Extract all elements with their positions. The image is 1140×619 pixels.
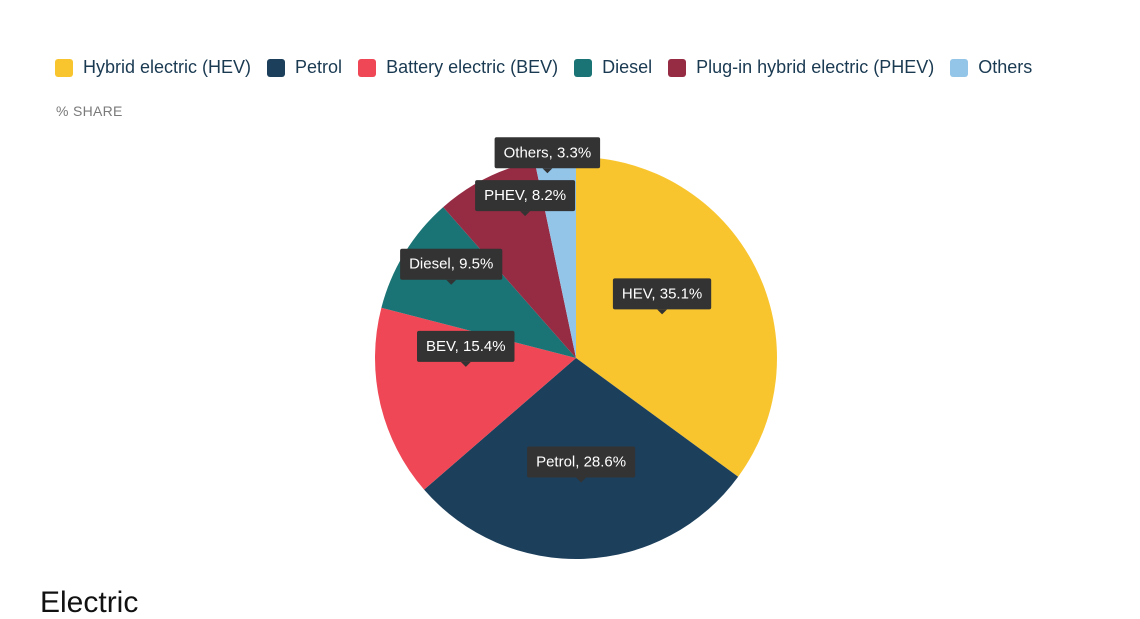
data-label-petrol: Petrol, 28.6% [527,446,636,483]
pie-data-labels: HEV, 35.1% Petrol, 28.6% BEV, 15.4% Diesel,… [400,137,712,483]
legend-label-hev: Hybrid electric (HEV) [83,57,252,77]
data-label-text-bev: BEV, 15.4% [426,338,506,355]
legend-item-petrol[interactable]: Petrol [267,57,342,78]
legend-item-diesel[interactable]: Diesel [574,57,652,78]
data-label-diesel: Diesel, 9.5% [400,248,503,285]
legend-swatch-phev [668,58,687,77]
legend-label-others: Others [978,57,1033,77]
legend-swatch-petrol [267,58,286,77]
legend-label-diesel: Diesel [602,57,653,77]
chart-legend: Hybrid electric (HEV) Petrol Battery ele… [55,57,1032,78]
pie-slice-hev[interactable] [576,157,778,477]
data-label-others: Others, 3.3% [494,137,601,174]
legend-label-petrol: Petrol [295,57,343,77]
data-label-text-hev: HEV, 35.1% [622,285,702,302]
data-label-text-others: Others, 3.3% [504,144,592,161]
data-label-phev: PHEV, 8.2% [475,180,576,217]
data-label-text-phev: PHEV, 8.2% [484,187,566,204]
legend-item-hev[interactable]: Hybrid electric (HEV) [55,57,251,78]
legend-swatch-diesel [574,58,593,77]
data-label-text-petrol: Petrol, 28.6% [536,454,626,471]
data-label-hev: HEV, 35.1% [612,278,712,315]
footer-heading: Electric [40,586,139,619]
data-label-text-diesel: Diesel, 9.5% [409,256,493,273]
data-label-bev: BEV, 15.4% [417,330,515,367]
pie-chart: HEV, 35.1% Petrol, 28.6% BEV, 15.4% Diesel,… [374,137,778,560]
legend-item-phev[interactable]: Plug-in hybrid electric (PHEV) [668,57,934,78]
legend-item-others[interactable]: Others [950,57,1032,78]
legend-swatch-hev [55,58,73,77]
legend-item-bev[interactable]: Battery electric (BEV) [358,57,558,78]
legend-label-phev: Plug-in hybrid electric (PHEV) [696,57,935,77]
pie-slice-diesel[interactable] [381,207,576,358]
chart-subtitle: % SHARE [56,103,123,119]
legend-swatch-bev [358,58,377,77]
legend-swatch-others [950,58,969,77]
legend-label-bev: Battery electric (BEV) [386,57,559,77]
